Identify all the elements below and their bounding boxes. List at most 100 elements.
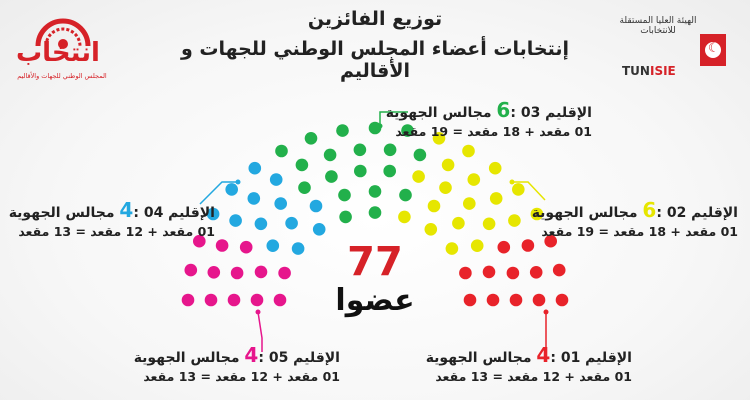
seat-r04	[247, 192, 261, 205]
tunisia-flag-icon	[700, 34, 726, 66]
seat-r03	[353, 143, 367, 157]
seat-r05	[215, 239, 229, 252]
seat-r02	[427, 199, 441, 213]
seat-r02	[441, 158, 455, 172]
seat-r03	[304, 132, 318, 145]
seat-r03	[338, 188, 351, 202]
seat-r02	[530, 207, 544, 221]
seat-r03	[354, 164, 367, 178]
isie-arabic-name: الهيئة العليا المستقلة للانتخابات	[619, 16, 697, 36]
seat-r05	[193, 234, 206, 248]
election-logo: انتخاب المجلس الوطني للجهات والأقاليم	[8, 14, 118, 80]
seat-r01	[459, 266, 472, 280]
seat-r03	[413, 148, 427, 162]
seat-r04	[309, 199, 323, 213]
seat-r01	[552, 263, 566, 277]
seat-r01	[509, 293, 523, 307]
infographic-title: توزيع الفائزين	[307, 8, 443, 30]
leader-line-r03	[379, 111, 408, 126]
seat-r02	[445, 242, 459, 255]
seat-r02	[412, 170, 425, 183]
seat-r01	[482, 265, 496, 279]
seat-r02	[482, 217, 496, 231]
seat-r03	[368, 185, 382, 198]
seat-r02	[398, 210, 411, 224]
isie-acronym: TUNISIE	[622, 64, 676, 78]
seat-r02	[452, 216, 465, 230]
seat-r03	[368, 206, 382, 219]
seat-r02	[432, 132, 446, 145]
seat-r04	[274, 197, 288, 210]
seat-r05	[239, 240, 253, 254]
seat-r02	[424, 223, 438, 236]
seat-r02	[462, 144, 475, 158]
seat-r01	[529, 266, 543, 279]
isie-logo: الهيئة العليا المستقلة للانتخابات TUNISI…	[612, 14, 742, 84]
region-label-01: الإقليم 01 :4 مجالس الجهوية 01 مقعد + 12…	[425, 343, 632, 384]
seat-r05	[273, 293, 287, 307]
hemicycle-logo-icon	[35, 18, 91, 49]
seat-r03	[323, 148, 337, 162]
seat-r04	[254, 217, 268, 231]
seat-r03	[383, 143, 397, 157]
seat-r01	[521, 239, 535, 252]
leader-dot-r04	[235, 179, 241, 185]
seat-r01	[506, 266, 520, 280]
seat-r04	[248, 161, 262, 175]
seat-r03	[295, 158, 309, 172]
leader-dot-r03	[377, 123, 383, 129]
total-members: 77 عضوا	[320, 240, 430, 318]
leader-line-r04	[199, 181, 238, 205]
total-count: 77	[347, 239, 403, 285]
region-label-04: الإقليم 04 :4 مجالس الجهوية 01 مقعد + 12…	[8, 198, 215, 239]
seat-r05	[230, 266, 244, 280]
seat-r03	[339, 210, 352, 224]
seat-r03	[399, 188, 412, 202]
seat-r01	[544, 234, 557, 248]
seat-r01	[555, 293, 569, 307]
seat-r02	[488, 161, 502, 175]
seat-r02	[439, 181, 452, 194]
seat-r03	[275, 144, 288, 158]
region-label-05: الإقليم 05 :4 مجالس الجهوية 01 مقعد + 12…	[133, 343, 340, 384]
logo-subtitle: المجلس الوطني للجهات والأقاليم	[17, 72, 107, 80]
seat-r04	[229, 214, 242, 227]
seat-r04	[285, 216, 298, 230]
logo-word: انتخاب	[16, 38, 100, 68]
leader-dot-r02	[509, 179, 515, 185]
seat-r04	[206, 207, 220, 221]
seat-r03	[401, 124, 414, 137]
total-word: عضوا	[335, 283, 415, 318]
seat-r05	[204, 293, 218, 307]
seat-r04	[269, 173, 283, 186]
seat-r04	[266, 239, 280, 252]
seat-r02	[508, 214, 521, 227]
seat-r05	[207, 266, 221, 279]
seat-r05	[254, 265, 268, 279]
seat-r01	[463, 293, 477, 307]
seat-r05	[181, 293, 195, 307]
leader-dot-r01	[543, 309, 549, 315]
region-label-03: الإقليم 03 :6 مجالس الجهوية 01 مقعد + 18…	[385, 98, 592, 139]
seat-r02	[470, 239, 484, 252]
seat-r02	[512, 183, 525, 196]
seat-r01	[486, 293, 500, 307]
leader-dot-r05	[255, 309, 261, 315]
seat-r02	[463, 197, 476, 210]
leader-line-r02	[512, 181, 546, 201]
infographic-subtitle: إنتخابات أعضاء المجلس الوطني للجهات و ال…	[180, 38, 569, 82]
seat-r01	[497, 240, 511, 254]
seat-r05	[278, 266, 291, 280]
seat-r02	[467, 173, 481, 186]
seat-r03	[336, 124, 349, 137]
seat-r02	[489, 192, 503, 205]
seat-r05	[227, 293, 241, 307]
seat-r05	[184, 263, 198, 277]
seat-r04	[312, 223, 326, 236]
seat-r03	[325, 170, 338, 183]
seat-r04	[291, 242, 305, 255]
seat-r01	[532, 293, 546, 307]
seat-r03	[383, 164, 397, 178]
seat-r03	[298, 181, 311, 194]
